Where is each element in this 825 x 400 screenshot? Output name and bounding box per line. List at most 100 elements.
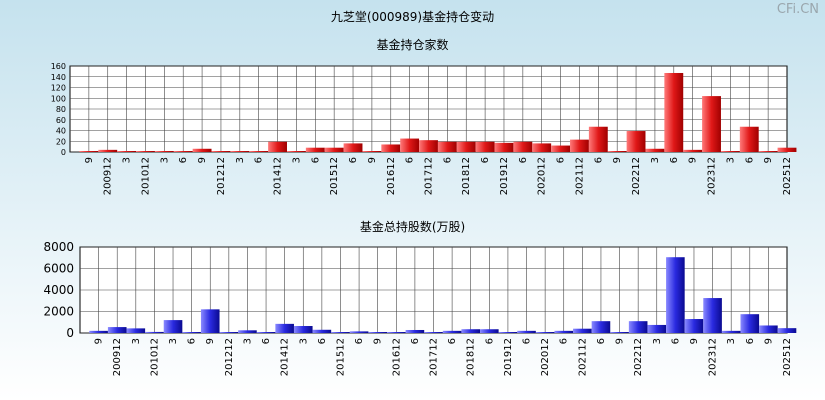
bar [249, 151, 269, 152]
bar [256, 332, 276, 333]
x-tick-label: 3 [122, 157, 133, 163]
bar [494, 142, 514, 152]
x-tick-label: 9 [205, 338, 216, 344]
bar [588, 126, 608, 152]
x-tick-label: 6 [348, 157, 359, 163]
x-tick-label: 3 [652, 338, 663, 344]
x-tick-label: 202112 [577, 338, 588, 376]
x-tick-label: 3 [650, 157, 661, 163]
x-tick-label: 6 [522, 338, 533, 344]
bar [305, 147, 325, 152]
x-tick-label: 202012 [537, 157, 548, 195]
x-tick-label: 9 [94, 338, 105, 344]
bar [286, 151, 306, 152]
y-tick-label: 8000 [43, 240, 74, 254]
bar [480, 329, 499, 333]
x-tick-label: 6 [187, 338, 198, 344]
x-tick-label: 6 [484, 338, 495, 344]
x-tick-label: 202212 [633, 338, 644, 376]
x-tick-label: 201512 [335, 338, 346, 376]
x-tick-label: 202512 [782, 157, 793, 195]
x-tick-label: 201012 [149, 338, 160, 376]
x-tick-label: 201212 [216, 157, 227, 195]
bar [703, 298, 722, 333]
bar [666, 257, 685, 333]
bar [475, 141, 495, 152]
bar [98, 149, 118, 152]
bar [684, 319, 704, 333]
chart-title: 九芝堂(000989)基金持仓变动 [330, 10, 495, 24]
x-tick-label: 201712 [429, 338, 440, 376]
bar [268, 141, 287, 152]
bar [136, 151, 155, 152]
x-tick-label: 201812 [461, 157, 472, 195]
bar [362, 151, 382, 152]
x-tick-label: 9 [615, 338, 626, 344]
x-tick-label: 201812 [466, 338, 477, 376]
x-tick-label: 200912 [103, 157, 114, 195]
x-tick-label: 202012 [540, 338, 551, 376]
bar [312, 329, 332, 333]
bar [610, 332, 629, 333]
x-tick-label: 9 [763, 338, 774, 344]
x-tick-label: 6 [354, 338, 365, 344]
x-tick-label: 6 [410, 338, 421, 344]
bar [739, 126, 759, 152]
bar [107, 327, 127, 333]
y-tick-label: 2000 [43, 305, 74, 319]
bar [154, 151, 174, 152]
x-tick-label: 6 [317, 338, 328, 344]
bar [740, 314, 760, 333]
bar [758, 151, 778, 152]
bar [554, 330, 574, 333]
x-tick-label: 201012 [140, 157, 151, 195]
bar [79, 151, 99, 152]
bar [182, 332, 201, 333]
x-tick-label: 200912 [112, 338, 123, 376]
bar [777, 147, 797, 152]
bar [437, 141, 457, 152]
bar [293, 326, 313, 333]
bar [532, 143, 552, 152]
bar [535, 332, 555, 333]
bar [456, 141, 476, 152]
x-tick-label: 202212 [631, 157, 642, 195]
bar [324, 147, 344, 152]
x-tick-label: 6 [518, 157, 529, 163]
x-tick-label: 201712 [424, 157, 435, 195]
x-tick-label: 201612 [391, 338, 402, 376]
x-tick-label: 6 [559, 338, 570, 344]
bar [145, 331, 164, 333]
x-tick-label: 6 [442, 157, 453, 163]
x-tick-label: 9 [367, 157, 378, 163]
x-tick-label: 201212 [224, 338, 235, 376]
x-tick-label: 6 [593, 157, 604, 163]
bar [381, 144, 401, 152]
x-tick-label: 6 [744, 157, 755, 163]
bar [628, 321, 648, 333]
shares-chart-subtitle: 基金总持股数(万股) [359, 220, 466, 234]
bar [275, 323, 294, 333]
x-tick-label: 202112 [574, 157, 585, 195]
y-tick-label: 160 [51, 62, 66, 71]
bar [238, 330, 257, 333]
x-tick-label: 3 [159, 157, 170, 163]
x-tick-label: 3 [725, 157, 736, 163]
x-tick-label: 9 [688, 157, 699, 163]
x-tick-label: 3 [726, 338, 737, 344]
bar [759, 325, 778, 333]
x-tick-label: 201612 [386, 157, 397, 195]
bar [721, 330, 741, 333]
x-tick-label: 6 [405, 157, 416, 163]
x-tick-label: 202512 [782, 338, 793, 376]
x-tick-label: 6 [670, 338, 681, 344]
bar [591, 321, 611, 333]
y-tick-label: 4000 [43, 283, 74, 297]
x-tick-label: 202312 [707, 157, 718, 195]
y-tick-label: 100 [51, 94, 66, 103]
bar [200, 309, 220, 333]
bar [647, 324, 667, 333]
x-tick-label: 9 [84, 157, 95, 163]
bar [551, 145, 571, 152]
